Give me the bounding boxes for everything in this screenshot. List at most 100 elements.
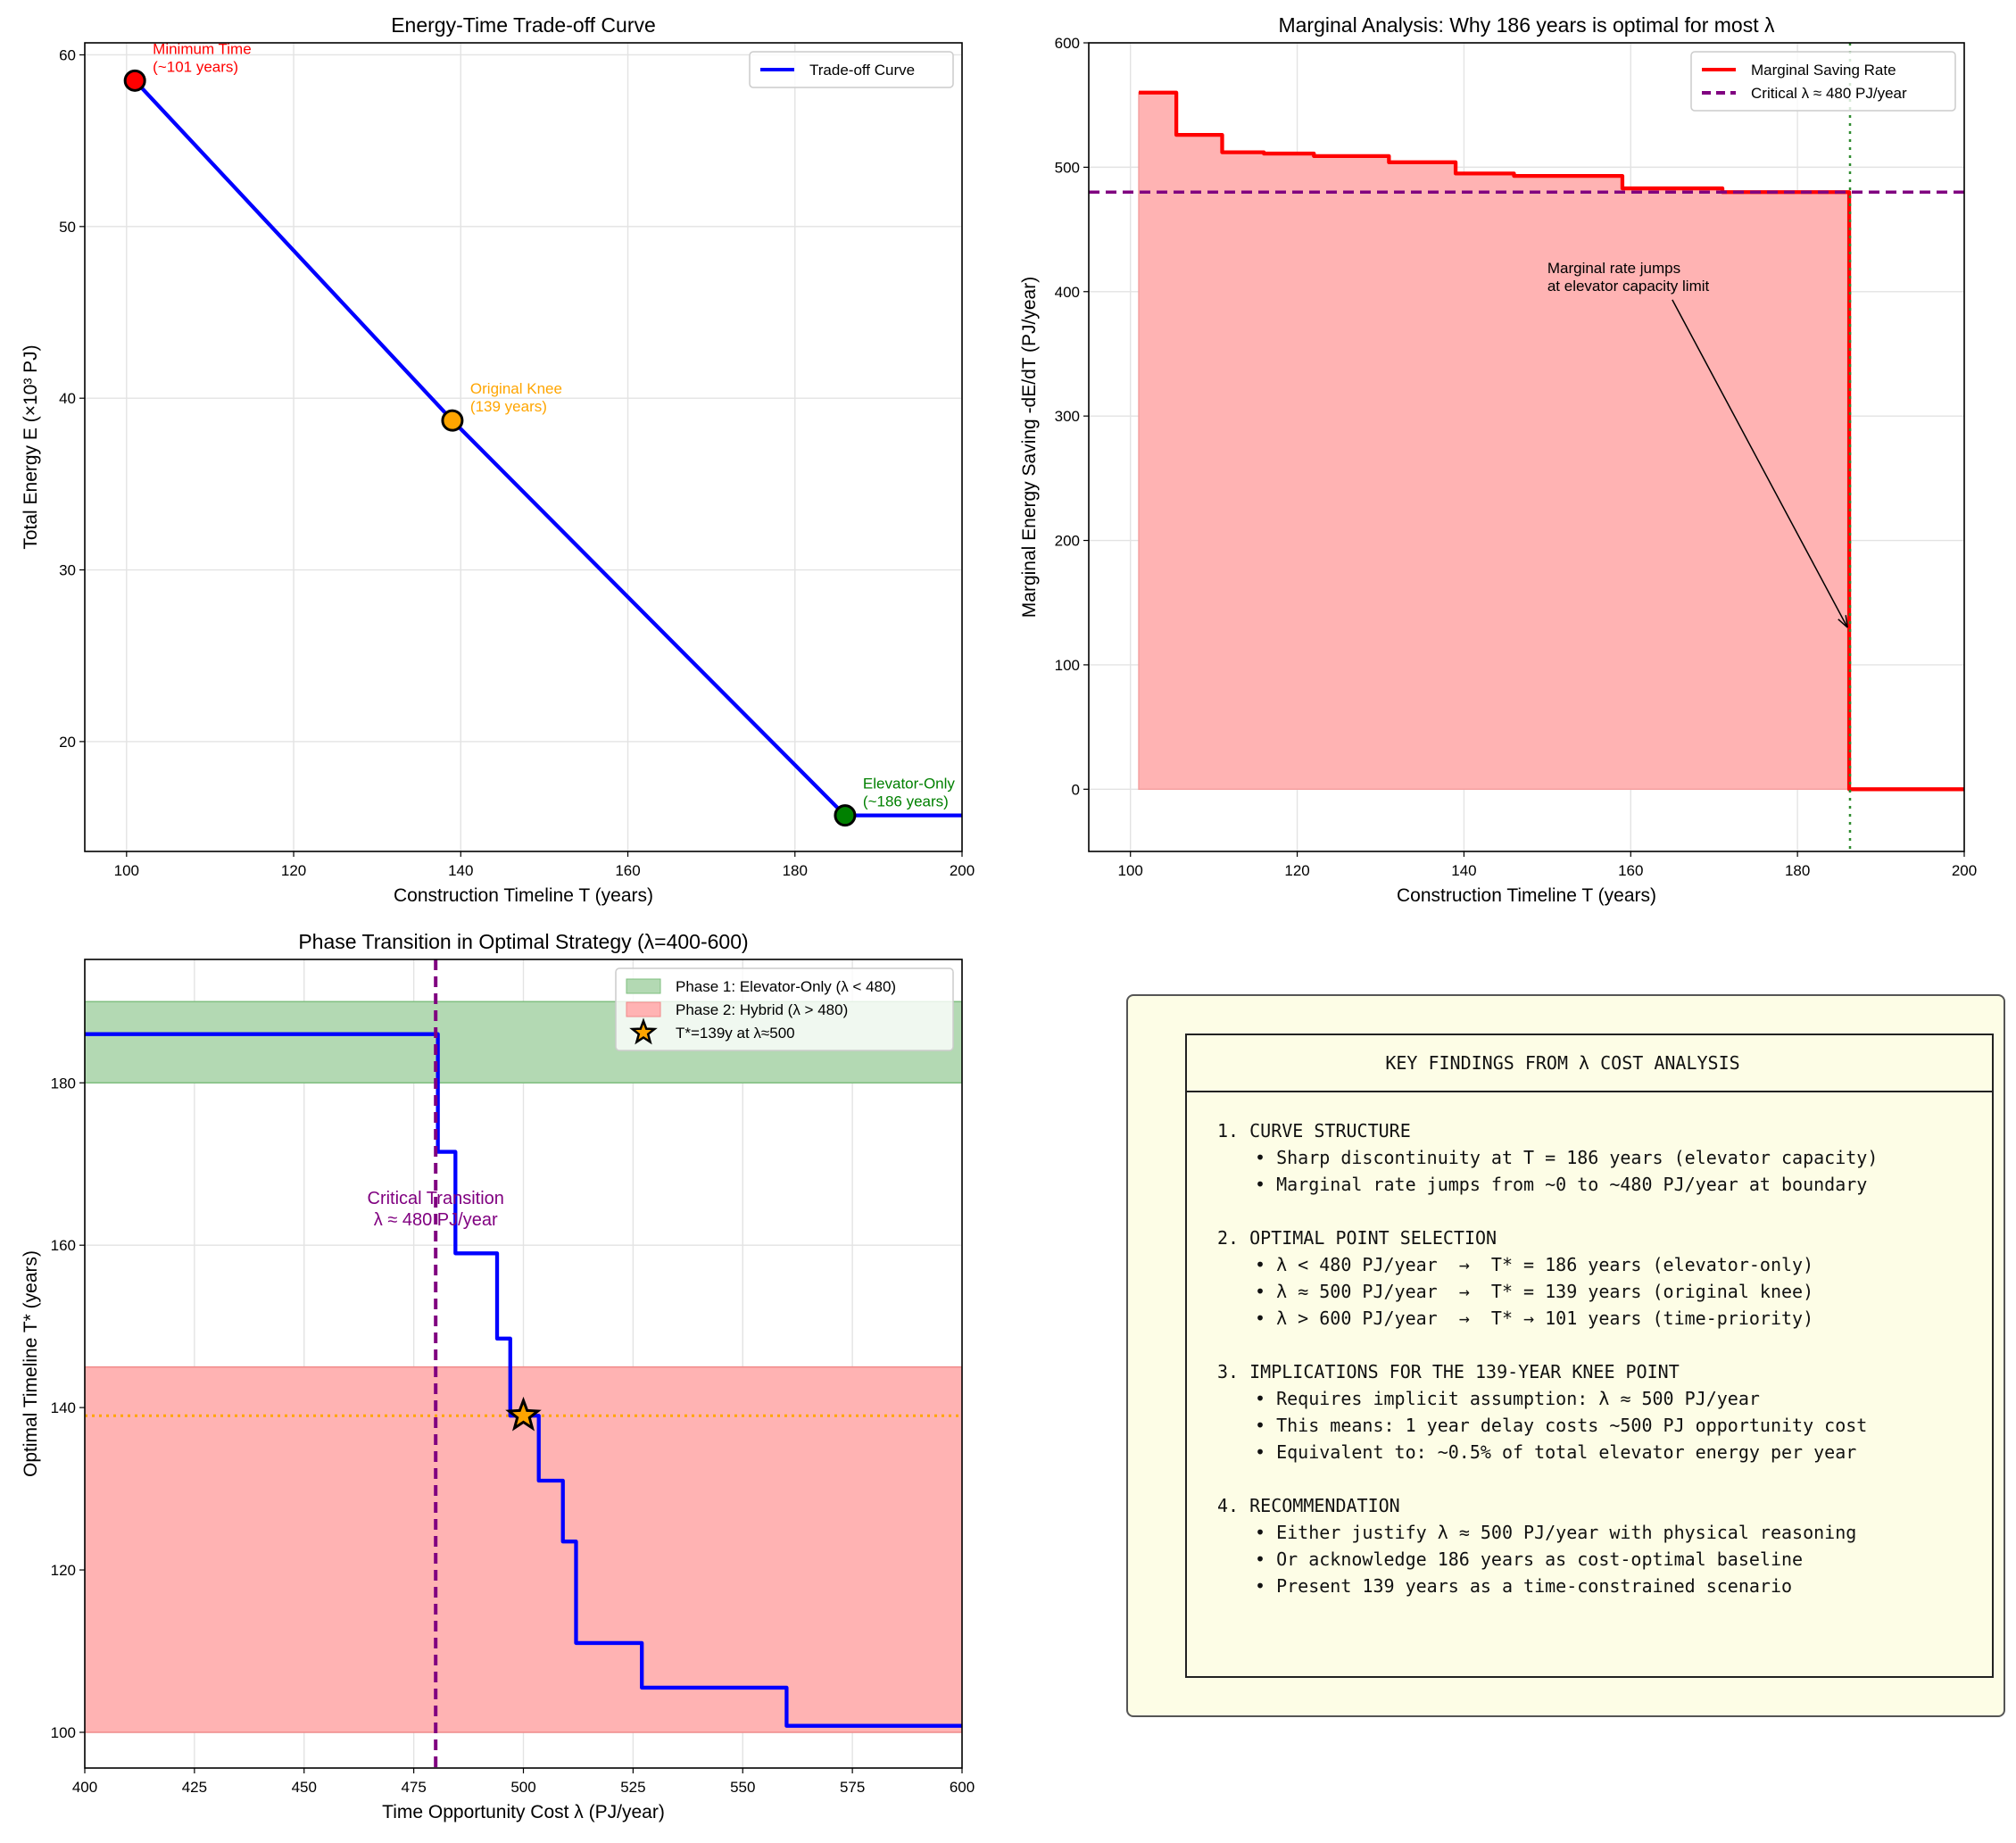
- y-tick-label: 300: [1055, 408, 1080, 425]
- point-annotation: (~186 years): [863, 793, 949, 810]
- legend-label: Marginal Saving Rate: [1751, 62, 1896, 79]
- y-tick-label: 400: [1055, 284, 1080, 301]
- point-annotation: (139 years): [470, 398, 547, 415]
- x-tick-label: 525: [620, 1779, 645, 1796]
- x-tick-label: 450: [292, 1779, 317, 1796]
- x-tick-label: 425: [182, 1779, 207, 1796]
- y-axis-label: Total Energy E (×10³ PJ): [21, 345, 41, 549]
- y-tick-label: 60: [59, 46, 76, 63]
- y-tick-label: 100: [1055, 657, 1080, 674]
- chart-1: 100 120 140 160 180 200 20 30 40 50 60 Minimum Time…: [21, 13, 975, 906]
- findings-bullet: • Either justify λ ≈ 500 PJ/year with ph…: [1255, 1522, 1857, 1543]
- series-line: [85, 1032, 962, 1728]
- x-tick-label: 200: [950, 862, 975, 879]
- x-tick-label: 100: [114, 862, 139, 879]
- y-tick-label: 160: [51, 1237, 76, 1254]
- findings-heading: 2. OPTIMAL POINT SELECTION: [1217, 1227, 1497, 1249]
- x-tick-label: 120: [281, 862, 306, 879]
- data-point-marker: [834, 804, 857, 827]
- x-axis-label: Construction Timeline T (years): [394, 885, 653, 906]
- point-annotation: Original Knee: [470, 380, 562, 397]
- findings-section: 2. OPTIMAL POINT SELECTION • λ < 480 PJ/y…: [1217, 1225, 1992, 1332]
- legend: Trade-off Curve: [749, 51, 954, 88]
- optimal-star-marker: [505, 1396, 542, 1432]
- x-tick-label: 140: [1451, 862, 1476, 879]
- key-findings-body: 1. CURVE STRUCTURE • Sharp discontinuity …: [1187, 1092, 1992, 1599]
- findings-bullet: • λ > 600 PJ/year → T* → 101 years (time…: [1255, 1308, 1814, 1329]
- findings-bullet: • λ < 480 PJ/year → T* = 186 years (elev…: [1255, 1254, 1814, 1275]
- y-tick-label: 140: [51, 1399, 76, 1416]
- legend-label: Trade-off Curve: [809, 62, 915, 79]
- findings-bullet: • Or acknowledge 186 years as cost-optim…: [1255, 1548, 1804, 1570]
- plot-area: [85, 959, 962, 1768]
- point-annotation: (~101 years): [153, 58, 238, 75]
- findings-heading: 3. IMPLICATIONS FOR THE 139-YEAR KNEE PO…: [1217, 1361, 1680, 1382]
- x-tick-label: 180: [783, 862, 808, 879]
- y-tick-label: 600: [1055, 35, 1080, 52]
- area-fill: [1138, 92, 1850, 791]
- annotation-text: Critical Transition: [368, 1189, 504, 1208]
- legend-box: [615, 967, 954, 1051]
- y-tick-label: 200: [1055, 533, 1080, 550]
- key-findings-frame: KEY FINDINGS FROM λ COST ANALYSIS 1. CUR…: [1185, 1034, 1994, 1678]
- phase-band-2: [85, 1366, 962, 1733]
- x-axis-label: Construction Timeline T (years): [1397, 885, 1656, 906]
- axes-frame: [84, 959, 963, 1769]
- x-tick-label: 160: [1618, 862, 1643, 879]
- plot-area: [1089, 43, 1964, 851]
- axes-frame: [1088, 42, 1965, 852]
- x-tick-label: 475: [401, 1779, 426, 1796]
- y-tick-label: 20: [59, 734, 76, 751]
- x-tick-label: 140: [448, 862, 473, 879]
- series-line: [1139, 90, 1964, 792]
- legend: Phase 1: Elevator-Only (λ < 480) Phase 2:…: [615, 967, 954, 1051]
- chart-title: Energy-Time Trade-off Curve: [391, 13, 656, 37]
- x-tick-label: 160: [615, 862, 640, 879]
- x-tick-label: 600: [950, 1779, 975, 1796]
- findings-bullet: • Marginal rate jumps from ~0 to ~480 PJ…: [1255, 1174, 1868, 1195]
- data-point-marker: [441, 409, 464, 432]
- axes-frame: [84, 42, 963, 852]
- x-tick-label: 550: [730, 1779, 755, 1796]
- findings-bullet: • Present 139 years as a time-constraine…: [1255, 1575, 1793, 1597]
- y-tick-label: 40: [59, 390, 76, 407]
- y-axis-label: Optimal Timeline T* (years): [21, 1250, 41, 1477]
- x-tick-label: 500: [510, 1779, 535, 1796]
- chart-title: Marginal Analysis: Why 186 years is opti…: [1278, 13, 1775, 37]
- star-icon: [629, 1017, 658, 1045]
- legend-label: T*=139y at λ≈500: [676, 1025, 795, 1042]
- x-tick-label: 400: [72, 1779, 97, 1796]
- x-axis-label: Time Opportunity Cost λ (PJ/year): [382, 1802, 665, 1822]
- chart-2: 100 120 140 160 180 200 0 100 200 300 400 500 600 Mar…: [1019, 13, 1977, 906]
- plot-area: [133, 79, 962, 818]
- y-axis-label: Marginal Energy Saving -dE/dT (PJ/year): [1019, 277, 1040, 618]
- y-tick-label: 180: [51, 1075, 76, 1092]
- x-tick-label: 100: [1118, 862, 1143, 879]
- x-tick-label: 200: [1952, 862, 1977, 879]
- y-tick-label: 30: [59, 562, 76, 579]
- arrowhead-icon: [1838, 615, 1848, 628]
- findings-bullet: • Equivalent to: ~0.5% of total elevator…: [1255, 1441, 1857, 1463]
- findings-heading: 1. CURVE STRUCTURE: [1217, 1120, 1411, 1141]
- chart-title: Phase Transition in Optimal Strategy (λ=…: [298, 930, 748, 953]
- legend-label: Phase 2: Hybrid (λ > 480): [676, 1001, 848, 1018]
- legend-box: [749, 51, 954, 88]
- y-tick-label: 0: [1072, 781, 1080, 798]
- data-point-marker: [123, 69, 146, 92]
- series-line: [133, 79, 962, 818]
- annotation-text: λ ≈ 480 PJ/year: [374, 1210, 498, 1230]
- key-findings-title: KEY FINDINGS FROM λ COST ANALYSIS: [1187, 1035, 1992, 1092]
- findings-bullet: • Requires implicit assumption: λ ≈ 500 …: [1255, 1388, 1760, 1409]
- x-tick-label: 120: [1284, 862, 1309, 879]
- legend-label: Phase 1: Elevator-Only (λ < 480): [676, 978, 896, 995]
- findings-section: 1. CURVE STRUCTURE • Sharp discontinuity …: [1217, 1117, 1992, 1198]
- legend: Marginal Saving Rate Critical λ ≈ 480 PJ/…: [1690, 51, 1956, 112]
- y-tick-label: 120: [51, 1562, 76, 1579]
- findings-heading: 4. RECOMMENDATION: [1217, 1495, 1400, 1516]
- findings-bullet: • λ ≈ 500 PJ/year → T* = 139 years (orig…: [1255, 1281, 1814, 1302]
- y-tick-label: 500: [1055, 159, 1080, 176]
- point-annotation: Minimum Time: [153, 40, 252, 57]
- annotation-text: Marginal rate jumps: [1547, 260, 1680, 277]
- x-tick-label: 180: [1785, 862, 1810, 879]
